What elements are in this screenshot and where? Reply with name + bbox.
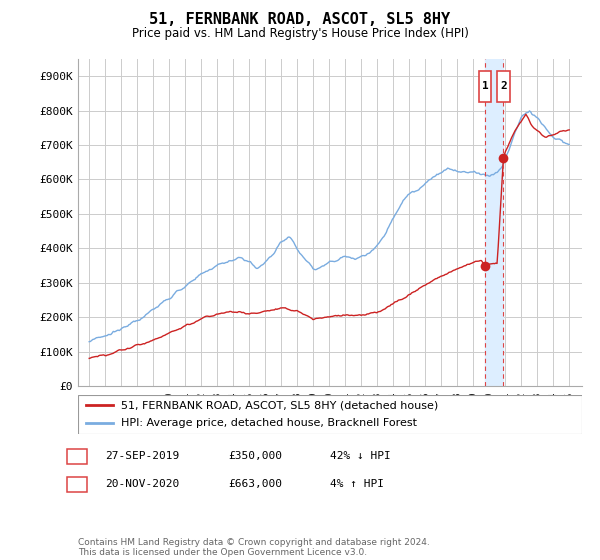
Bar bbox=[497, 71, 509, 102]
Text: Price paid vs. HM Land Registry's House Price Index (HPI): Price paid vs. HM Land Registry's House … bbox=[131, 27, 469, 40]
Bar bbox=[485, 59, 503, 386]
Text: £350,000: £350,000 bbox=[228, 451, 282, 461]
Text: HPI: Average price, detached house, Bracknell Forest: HPI: Average price, detached house, Brac… bbox=[121, 418, 417, 428]
Text: 42% ↓ HPI: 42% ↓ HPI bbox=[330, 451, 391, 461]
Text: 1: 1 bbox=[74, 451, 82, 461]
Text: 20-NOV-2020: 20-NOV-2020 bbox=[105, 479, 179, 489]
Bar bbox=[479, 71, 491, 102]
Text: Contains HM Land Registry data © Crown copyright and database right 2024.
This d: Contains HM Land Registry data © Crown c… bbox=[78, 538, 430, 557]
Text: 27-SEP-2019: 27-SEP-2019 bbox=[105, 451, 179, 461]
Text: 1: 1 bbox=[482, 81, 488, 91]
Text: 51, FERNBANK ROAD, ASCOT, SL5 8HY: 51, FERNBANK ROAD, ASCOT, SL5 8HY bbox=[149, 12, 451, 27]
Text: 4% ↑ HPI: 4% ↑ HPI bbox=[330, 479, 384, 489]
Text: 2: 2 bbox=[74, 479, 82, 489]
Text: 51, FERNBANK ROAD, ASCOT, SL5 8HY (detached house): 51, FERNBANK ROAD, ASCOT, SL5 8HY (detac… bbox=[121, 400, 438, 410]
Text: 2: 2 bbox=[500, 81, 507, 91]
Text: £663,000: £663,000 bbox=[228, 479, 282, 489]
